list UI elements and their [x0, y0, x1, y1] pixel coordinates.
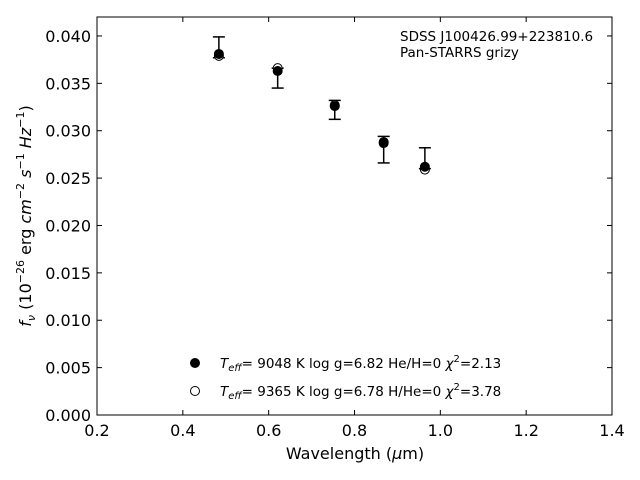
error-bars	[212, 36, 431, 170]
model-point-filled	[378, 137, 389, 148]
legend-entry-open: Teff= 9365 K log g=6.78 H/He=0 χ2=3.78	[220, 382, 501, 402]
y-tick-label: 0.020	[45, 216, 91, 235]
legend-entry-filled: Teff= 9048 K log g=6.82 He/H=0 χ2=2.13	[220, 354, 501, 374]
y-axis-label: fν (10−26 erg cm−2 s−1 Hz−1)	[14, 105, 38, 326]
legend-marker-filled	[190, 358, 200, 368]
y-tick-label: 0.035	[45, 74, 91, 93]
data-points	[213, 48, 430, 175]
y-tick-label: 0.015	[45, 264, 91, 283]
y-tick-label: 0.005	[45, 359, 91, 378]
y-tick-label: 0.010	[45, 311, 91, 330]
x-axis-label: Wavelength (μm)	[286, 444, 424, 463]
x-tick-label: 0.2	[84, 421, 109, 440]
model-point-filled	[272, 66, 283, 77]
model-point-filled	[419, 161, 430, 172]
y-tick-label: 0.025	[45, 169, 91, 188]
model-point-filled	[329, 101, 340, 112]
axis-ticks: 0.2 0.4 0.6 0.8 1.0 1.2 1.4 0.000 0.005 0.010 0.01…	[45, 17, 625, 440]
legend-marker-open	[190, 386, 200, 396]
x-tick-label: 1.0	[428, 421, 453, 440]
x-tick-label: 0.8	[342, 421, 367, 440]
x-tick-label: 0.4	[170, 421, 195, 440]
y-tick-label: 0.030	[45, 122, 91, 141]
x-tick-label: 0.6	[256, 421, 281, 440]
x-tick-label: 1.4	[599, 421, 624, 440]
legend: Teff= 9048 K log g=6.82 He/H=0 χ2=2.13 T…	[190, 354, 501, 402]
object-name-annotation: SDSS J100426.99+223810.6	[400, 29, 593, 45]
y-tick-label: 0.000	[45, 406, 91, 425]
x-tick-label: 1.2	[513, 421, 538, 440]
model-point-filled	[213, 48, 224, 59]
y-tick-label: 0.040	[45, 27, 91, 46]
survey-annotation: Pan-STARRS grizy	[400, 45, 519, 61]
